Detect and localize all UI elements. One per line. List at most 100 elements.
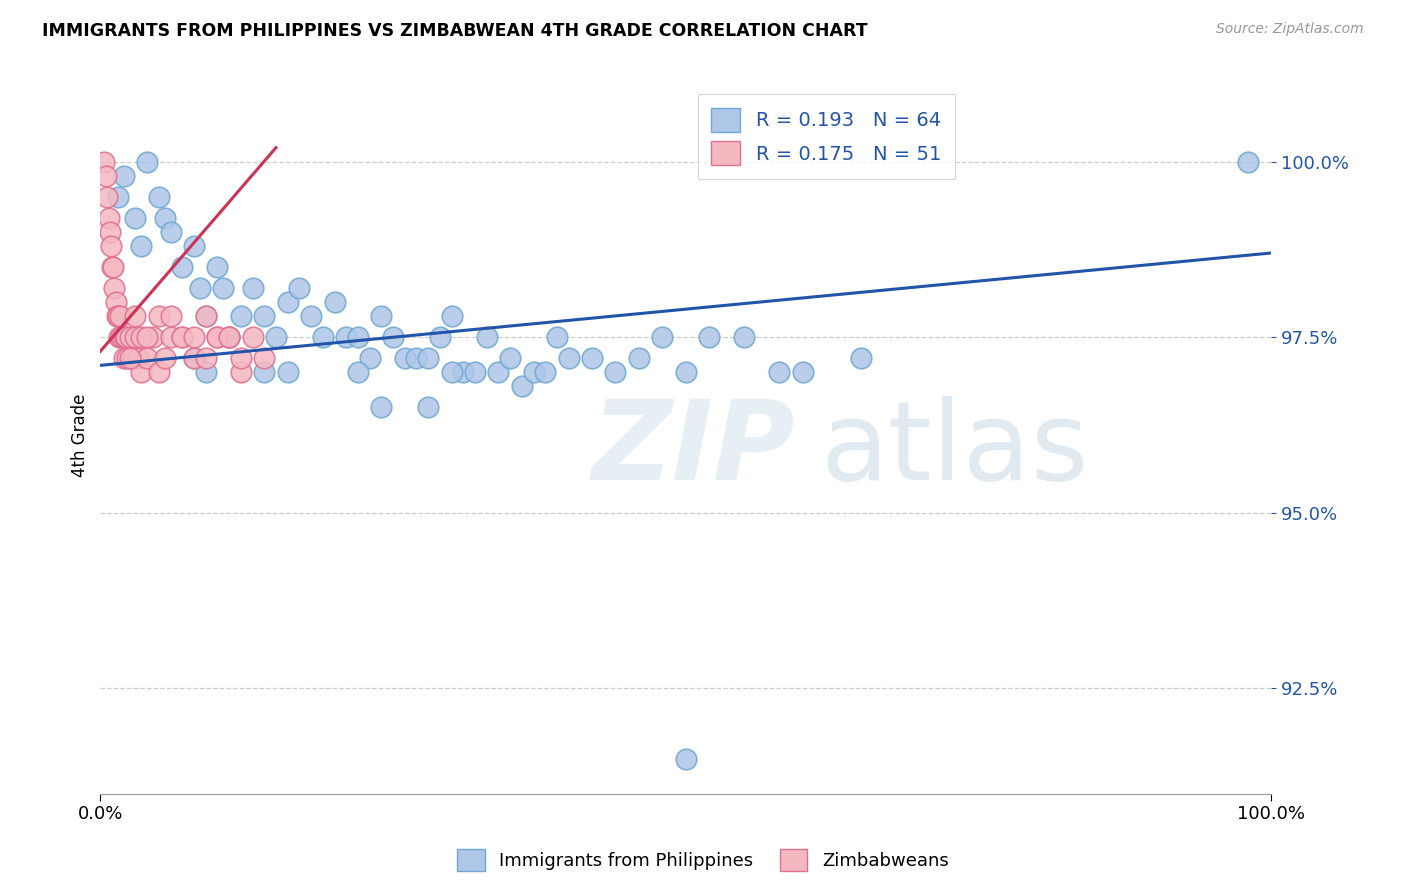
Point [464,365,486,379]
Point [359,351,381,366]
Point [115,330,138,344]
Point [347,365,370,379]
Point [394,351,416,366]
Point [96,190,118,204]
Point [118,330,141,344]
Point [253,365,276,379]
Point [370,309,392,323]
Point [104,295,127,310]
Legend: Immigrants from Philippines, Zimbabweans: Immigrants from Philippines, Zimbabweans [450,842,956,879]
Point [120,351,142,366]
Point [194,309,217,323]
Point [546,330,568,344]
Y-axis label: 4th Grade: 4th Grade [72,394,89,477]
Point [100,239,122,253]
Point [323,295,346,310]
Point [792,365,814,379]
Point [440,365,463,379]
Point [136,330,159,344]
Point [105,309,128,323]
Point [229,309,252,323]
Point [418,401,440,415]
Point [111,330,134,344]
Point [627,351,650,366]
Point [122,351,145,366]
Point [218,330,240,344]
Point [110,330,132,344]
Point [651,330,673,344]
Point [675,751,697,765]
Point [112,169,135,183]
Point [159,225,181,239]
Point [136,351,159,366]
Point [101,260,124,274]
Point [229,351,252,366]
Point [172,330,194,344]
Point [183,351,205,366]
Point [131,330,153,344]
Point [768,365,790,379]
Point [335,330,357,344]
Point [124,309,146,323]
Point [107,309,129,323]
Point [851,351,873,366]
Point [207,330,229,344]
Point [242,330,264,344]
Point [534,365,557,379]
Point [253,351,276,366]
Point [96,169,118,183]
Point [697,330,720,344]
Point [733,330,755,344]
Point [159,330,181,344]
Point [159,309,181,323]
Point [429,330,451,344]
Point [124,211,146,225]
Point [418,351,440,366]
Point [153,351,176,366]
Point [117,351,139,366]
Point [194,351,217,366]
Point [347,330,370,344]
Point [188,281,211,295]
Point [142,330,165,344]
Point [581,351,603,366]
Point [124,330,146,344]
Point [131,239,153,253]
Text: atlas: atlas [820,396,1088,503]
Point [510,379,533,393]
Point [212,281,235,295]
Point [110,309,132,323]
Point [288,281,311,295]
Point [475,330,498,344]
Point [253,309,276,323]
Point [312,330,335,344]
Point [242,281,264,295]
Point [131,365,153,379]
Point [97,211,120,225]
Point [136,154,159,169]
Point [107,190,129,204]
Point [382,330,405,344]
Point [172,260,194,274]
Point [277,365,299,379]
Point [114,330,136,344]
Point [499,351,522,366]
Point [108,330,131,344]
Text: ZIP: ZIP [592,396,796,503]
Point [148,365,170,379]
Point [405,351,427,366]
Point [172,330,194,344]
Point [299,309,322,323]
Point [153,211,176,225]
Point [605,365,627,379]
Point [148,309,170,323]
Point [1236,154,1258,169]
Point [183,351,205,366]
Point [103,281,125,295]
Point [675,365,697,379]
Point [557,351,579,366]
Point [440,309,463,323]
Point [118,351,141,366]
Point [183,330,205,344]
Point [127,351,149,366]
